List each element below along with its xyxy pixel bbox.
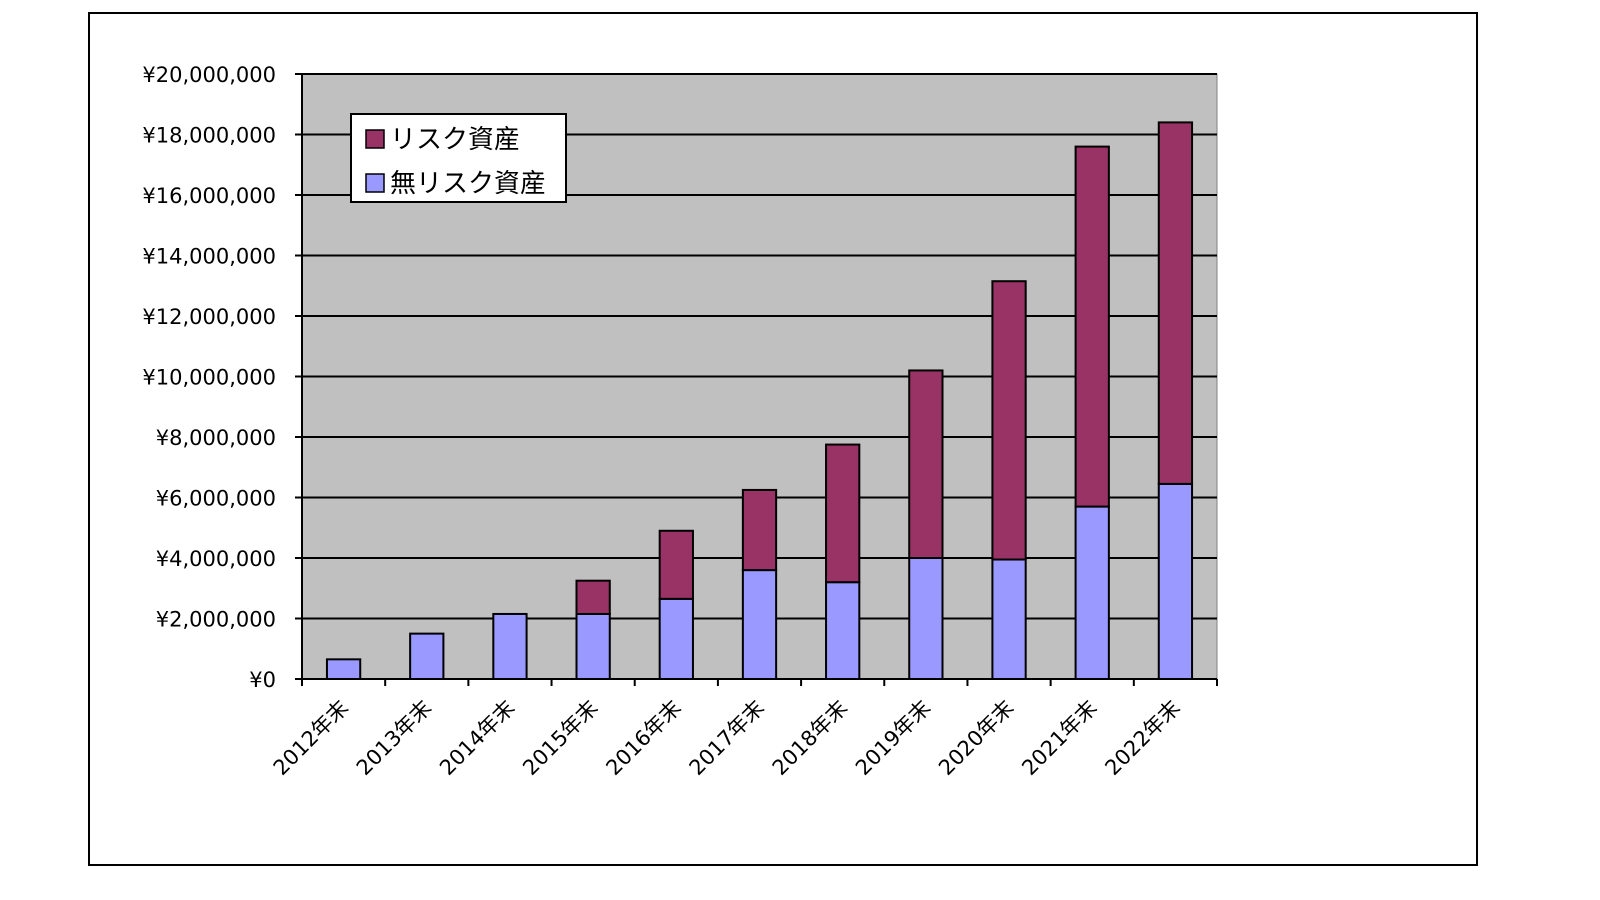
y-tick-label: ¥20,000,000 [142, 63, 276, 87]
y-tick-labels: ¥0 ¥2,000,000 ¥4,000,000 ¥6,000,000 ¥8,000,0… [142, 63, 276, 692]
y-tick-label: ¥10,000,000 [142, 366, 276, 390]
y-tick-label: ¥8,000,000 [156, 426, 276, 450]
bar-segment [741, 488, 778, 572]
x-tick-label: 2012年末 [269, 696, 353, 780]
bar-segment [1074, 505, 1110, 681]
bar-segment [658, 597, 694, 681]
x-tick-label: 2014年末 [435, 696, 519, 780]
legend-swatch-risk-assets [365, 129, 385, 149]
bar-segment [1074, 145, 1110, 508]
y-tick-label: ¥6,000,000 [156, 487, 276, 511]
y-tick-label: ¥4,000,000 [156, 547, 276, 571]
bar-segment [658, 529, 694, 600]
bars [325, 121, 1194, 681]
bar-segment [1157, 482, 1194, 681]
bar-segment [991, 280, 1027, 561]
x-tick-label: 2015年末 [518, 696, 602, 780]
x-tick-label: 2021年末 [1017, 696, 1101, 780]
legend-label-risk-assets: リスク資産 [390, 125, 520, 155]
x-tick-labels: 2012年末2013年末2014年末2015年末2016年末2017年末2018… [269, 696, 1185, 780]
bar-segment [1157, 121, 1194, 485]
x-tick-label: 2022年末 [1100, 696, 1184, 780]
chart-frame: ¥0 ¥2,000,000 ¥4,000,000 ¥6,000,000 ¥8,000,0… [88, 12, 1478, 866]
axes [301, 74, 1218, 686]
x-tick-label: 2017年末 [685, 696, 769, 780]
bar-segment [908, 557, 944, 680]
y-tick-label: ¥12,000,000 [142, 305, 276, 329]
y-tick-label: ¥14,000,000 [142, 245, 276, 269]
stacked-bar-chart: ¥0 ¥2,000,000 ¥4,000,000 ¥6,000,000 ¥8,000,0… [142, 63, 1218, 780]
x-tick-label: 2016年末 [601, 696, 685, 780]
y-tick-label: ¥0 [249, 668, 276, 692]
bar-segment [409, 632, 445, 680]
bar-segment [741, 569, 778, 680]
y-tick-label: ¥16,000,000 [142, 184, 276, 208]
y-tick-label: ¥2,000,000 [156, 608, 276, 632]
x-tick-label: 2018年末 [768, 696, 852, 780]
bar-segment [575, 579, 611, 615]
legend-box [350, 113, 567, 203]
bar-segment [825, 443, 861, 584]
bar-segment [492, 612, 528, 681]
bar-segment [825, 581, 861, 681]
x-tick-label: 2020年末 [934, 696, 1018, 780]
x-tick-label: 2019年末 [851, 696, 935, 780]
bar-segment [325, 658, 362, 681]
bar-segment [908, 369, 944, 560]
bar-segment [575, 612, 611, 681]
x-tick-label: 2013年末 [352, 696, 436, 780]
legend-swatch-risk-free-assets [365, 173, 385, 193]
y-tick-label: ¥18,000,000 [142, 124, 276, 148]
legend-label-risk-free-assets: 無リスク資産 [390, 169, 546, 199]
bar-segment [991, 558, 1027, 681]
legend: リスク資産 無リスク資産 [350, 113, 567, 203]
